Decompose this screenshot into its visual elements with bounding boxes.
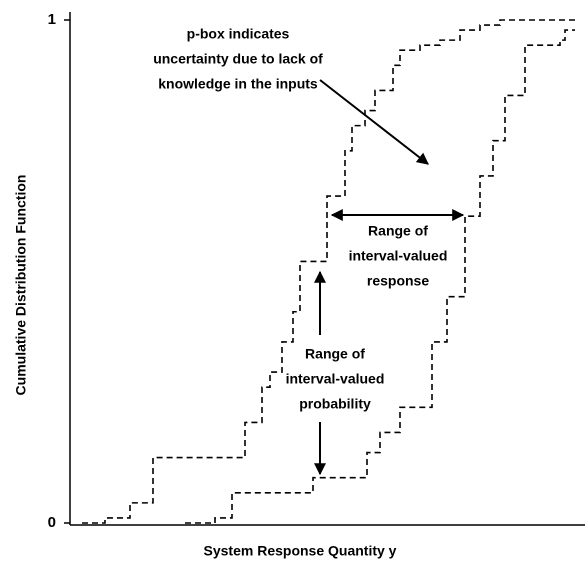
step-line bbox=[82, 19, 575, 524]
y-tick-label: 1 bbox=[48, 11, 56, 28]
arrow bbox=[319, 79, 429, 165]
annotation: probability bbox=[299, 396, 371, 412]
annotation: interval-valued bbox=[286, 371, 385, 387]
annotation: interval-valued bbox=[349, 248, 448, 264]
annotation: Range of bbox=[368, 223, 428, 239]
step-line bbox=[185, 29, 575, 524]
annotation: uncertainty due to lack of bbox=[153, 51, 323, 67]
annotation: knowledge in the inputs bbox=[158, 76, 318, 92]
annotation: Range of bbox=[305, 346, 365, 362]
x-axis-label: System Response Quantity y bbox=[204, 543, 397, 559]
annotation: p-box indicates bbox=[187, 26, 290, 42]
y-axis-label: Cumulative Distribution Function bbox=[13, 175, 29, 396]
y-tick-label: 0 bbox=[48, 514, 56, 531]
annotation: response bbox=[367, 273, 429, 289]
